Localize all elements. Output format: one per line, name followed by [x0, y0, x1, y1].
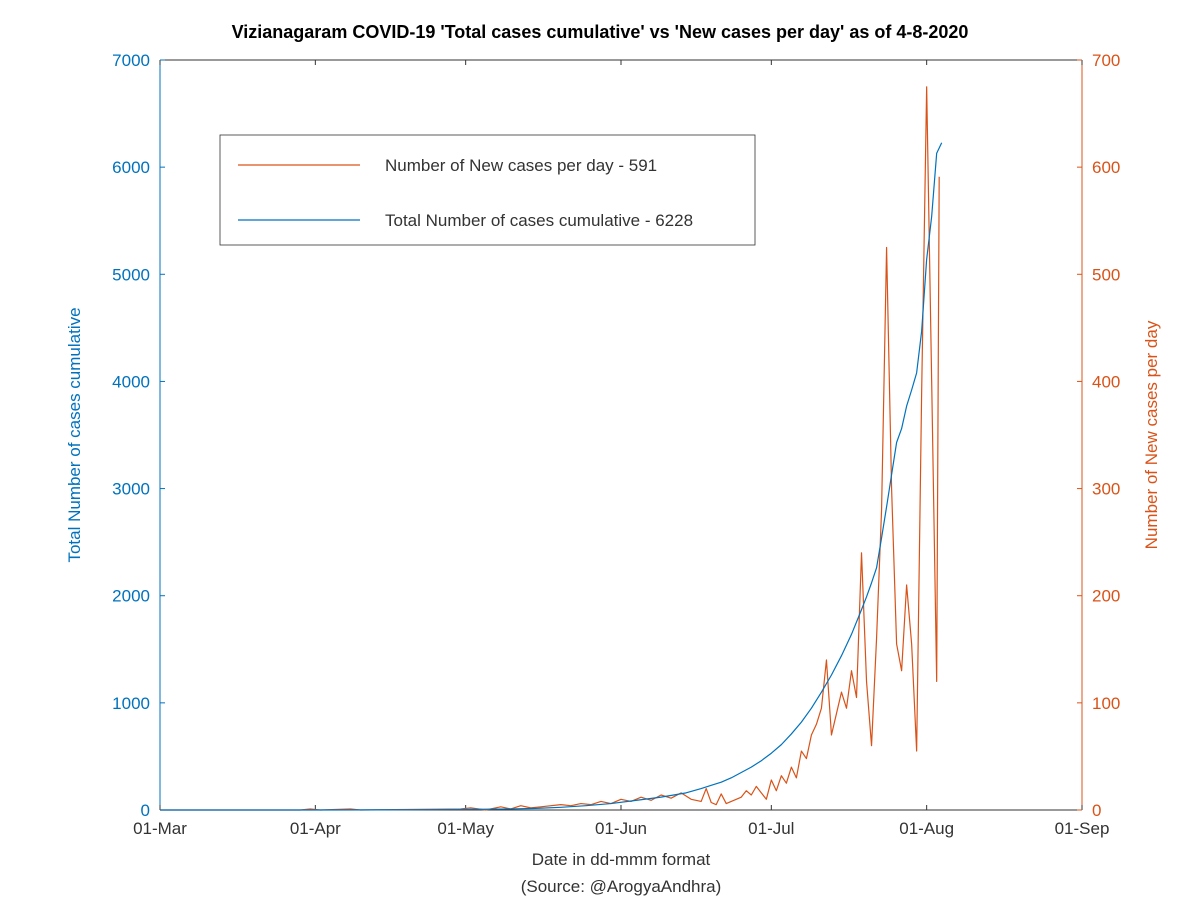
y-right-tick-label: 0 — [1092, 801, 1101, 820]
x-tick-label: 01-Jul — [748, 819, 794, 838]
y-left-axis-label: Total Number of cases cumulative — [65, 307, 84, 562]
y-right-tick-label: 100 — [1092, 694, 1120, 713]
chart-svg: Vizianagaram COVID-19 'Total cases cumul… — [0, 0, 1200, 900]
y-right-tick-label: 600 — [1092, 158, 1120, 177]
y-left-tick-label: 5000 — [112, 265, 150, 284]
legend-label: Number of New cases per day - 591 — [385, 156, 657, 175]
x-tick-label: 01-Mar — [133, 819, 187, 838]
y-right-tick-label: 400 — [1092, 372, 1120, 391]
y-right-tick-label: 200 — [1092, 587, 1120, 606]
source-label: (Source: @ArogyaAndhra) — [521, 877, 722, 896]
chart-container: Vizianagaram COVID-19 'Total cases cumul… — [0, 0, 1200, 900]
x-axis-label: Date in dd-mmm format — [532, 850, 711, 869]
x-tick-label: 01-Apr — [290, 819, 341, 838]
y-left-tick-label: 4000 — [112, 372, 150, 391]
y-right-tick-label: 300 — [1092, 480, 1120, 499]
y-right-tick-label: 700 — [1092, 51, 1120, 70]
y-left-tick-label: 6000 — [112, 158, 150, 177]
y-right-axis-label: Number of New cases per day — [1142, 320, 1161, 549]
y-right-tick-label: 500 — [1092, 265, 1120, 284]
chart-title: Vizianagaram COVID-19 'Total cases cumul… — [232, 22, 969, 42]
x-tick-label: 01-Jun — [595, 819, 647, 838]
x-tick-label: 01-Sep — [1055, 819, 1110, 838]
y-left-tick-label: 7000 — [112, 51, 150, 70]
legend-label: Total Number of cases cumulative - 6228 — [385, 211, 693, 230]
y-left-tick-label: 1000 — [112, 694, 150, 713]
x-tick-label: 01-Aug — [899, 819, 954, 838]
x-tick-label: 01-May — [437, 819, 494, 838]
y-left-tick-label: 2000 — [112, 587, 150, 606]
y-left-tick-label: 0 — [141, 801, 150, 820]
y-left-tick-label: 3000 — [112, 480, 150, 499]
